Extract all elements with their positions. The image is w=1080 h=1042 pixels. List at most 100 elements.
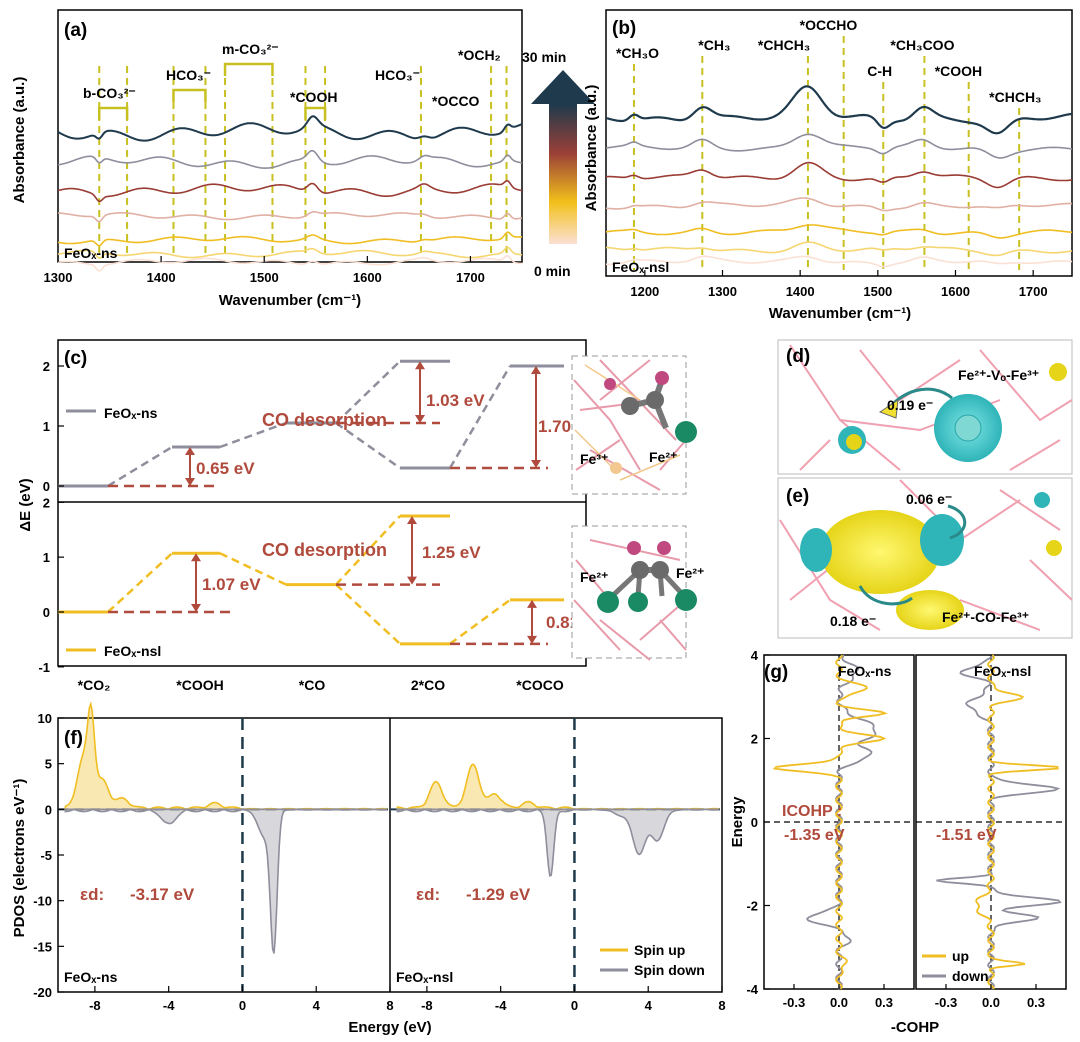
ticklabel-f-y-0: 10: [38, 711, 52, 726]
ticklabel-g-0-2: 0.3: [875, 995, 893, 1010]
panel-g-sample-nsl: FeOₓ-nsl: [974, 663, 1031, 679]
ticklabel-b-4: 1600: [941, 284, 970, 299]
panel-b: (b) *CH₃O *CH₃ *CHCH₃ *OCCHO C-H *CH₃COO *COOH…: [583, 9, 1073, 322]
panel-d-label: (d): [786, 346, 810, 367]
panel-f-ed-ns: -3.17 eV: [130, 885, 195, 904]
ticklabel-c-bot-3: 2: [43, 495, 50, 510]
ticklabel-f-0-4: 8: [386, 998, 393, 1013]
panel-c-ylabel: ΔE (eV): [17, 478, 34, 531]
panel-e-yellow-lobe-main: [820, 510, 940, 594]
ticklabel-c-bot-2: 1: [43, 550, 50, 565]
panel-b-label: (b): [612, 18, 636, 39]
bar-nsl-3-head-bottom: [527, 635, 537, 644]
connector-nsl-0: [107, 552, 173, 613]
panel-f-xlabel: Energy (eV): [348, 1019, 431, 1036]
inset-nsl-atom-c2: [651, 561, 669, 579]
ticklabel-a-0: 1300: [44, 270, 73, 285]
ticklabel-f-y-5: -15: [33, 939, 52, 954]
panel-f-legend: Spin up Spin down: [600, 942, 705, 978]
energy-label-ns-1: 0.65 eV: [196, 459, 255, 478]
inset-ns-lattice: [573, 359, 687, 491]
desorption-label-ns: CO desorption: [262, 410, 387, 430]
ticklabel-g-1-0: -0.3: [935, 995, 957, 1010]
band-a-label-5: *OCCO: [432, 93, 480, 109]
inset-ns-atom-c1: [621, 397, 639, 415]
energy-label-ns-2: 1.03 eV: [426, 391, 485, 410]
ticklabel-c-top-1: 1: [43, 419, 50, 434]
band-a-2-bracket: [223, 62, 274, 76]
panel-d-arrow-head: [878, 398, 899, 419]
panel-d-lattice: [789, 344, 1073, 471]
cohp-down-g-0: [805, 654, 877, 990]
inset-nsl-atom-fe-1: [597, 591, 619, 613]
marker-b-0-label: *CH₃O: [616, 45, 659, 61]
inset-ns-atom-c2: [646, 391, 664, 409]
panel-c-frame: [57, 339, 587, 667]
ticklabel-f-y-6: -20: [33, 985, 52, 1000]
inset-nsl-atom-fe-3: [675, 589, 697, 611]
connector-ns-0: [107, 445, 173, 488]
ticklabel-f-y-3: -5: [40, 848, 52, 863]
ticklabel-b-1: 1300: [708, 284, 737, 299]
panel-g-icohp-nsl: -1.51 eV: [936, 827, 997, 844]
spin-down-f-0: [64, 808, 388, 954]
panel-b-x-ticks: 1200 1300 1400 1500 1600 1700: [630, 270, 1048, 299]
ticklabel-g-y-0: 4: [751, 648, 759, 663]
band-a-3: [304, 66, 327, 258]
panel-g-label: (g): [764, 662, 788, 683]
bar-nsl-3-head-top: [527, 599, 537, 608]
panel-b-frame: [605, 9, 1073, 277]
panel-a-sample-label: FeOₓ-ns: [64, 245, 118, 261]
ticklabel-g-y-4: -4: [746, 982, 758, 997]
time-top-label: 30 min: [522, 49, 566, 65]
panel-a-series: [57, 115, 523, 272]
category-c-3: 2*CO: [411, 677, 445, 693]
desorption-label-nsl: CO desorption: [262, 540, 387, 560]
panel-d-site-label: Fe²⁺-Vₒ-Fe³⁺: [958, 367, 1039, 383]
panel-f-label: (f): [64, 728, 83, 749]
legend-nsl: FeOₓ-nsl: [104, 643, 161, 659]
series-b-6: [606, 255, 1073, 268]
time-arrow-head: [531, 70, 595, 104]
panel-f-sample-ns: FeOₓ-ns: [64, 969, 118, 985]
marker-b-7-label: *CHCH₃: [989, 89, 1041, 105]
time-bottom-label: 0 min: [534, 263, 571, 279]
bar-ns-1-head-top: [185, 447, 195, 455]
inset-nsl-label-fe-right: Fe²⁺: [676, 565, 704, 581]
connector-nsl-desorb: [335, 583, 401, 645]
category-c-2: *CO: [299, 677, 326, 693]
marker-b-4-label: C-H: [867, 63, 892, 79]
band-a-1: [172, 66, 207, 258]
series-a-3: [57, 211, 523, 223]
legend-spin-up: Spin up: [634, 942, 685, 958]
panel-e: (e) 0.06 e⁻ 0.18 e⁻ Fe²⁺-CO-Fe³⁺: [777, 477, 1073, 639]
ticklabel-f-0-3: 4: [313, 998, 321, 1013]
panel-g-xlabel: -COHP: [891, 1019, 939, 1036]
panel-c: (c) 0.65 eV1.03 eV1.70 eV1.07 eV1.25 eV0…: [17, 339, 704, 693]
ticklabel-f-0-0: -8: [89, 998, 101, 1013]
panel-g-ylabel: Energy: [729, 796, 746, 848]
series-a-0: [57, 115, 523, 142]
series-b-5: [605, 241, 1073, 257]
bar-nsl-1-head-top: [191, 553, 201, 562]
legend-up: up: [952, 948, 969, 964]
marker-b-2-label: *CHCH₃: [758, 37, 810, 53]
ticklabel-f-0-1: -4: [163, 998, 175, 1013]
band-a-label-0: b-CO₃²⁻: [83, 85, 136, 101]
cohp-up-g-0: [772, 654, 888, 990]
energy-label-nsl-2: 1.25 eV: [422, 543, 481, 562]
inset-nsl-atom-o2: [657, 541, 671, 555]
series-a-5: [57, 246, 523, 259]
panel-g-sample-ns: FeOₓ-ns: [838, 663, 892, 679]
inset-nsl-atom-c1: [631, 561, 649, 579]
band-a-3-bracket: [304, 106, 327, 120]
series-a-6: [57, 254, 522, 272]
panel-a-ylabel: Absorbance (a.u.): [11, 77, 28, 204]
inset-ns-label-fe3: Fe³⁺: [580, 451, 608, 467]
ticklabel-c-bot-1: 0: [43, 605, 50, 620]
panel-e-cyan-corner: [1034, 492, 1050, 508]
panel-c-plot: 0.65 eV1.03 eV1.70 eV1.07 eV1.25 eV0.81 …: [38, 359, 605, 693]
panel-g-icohp-label: ICOHP :: [782, 803, 842, 820]
band-a-1-bracket: [172, 88, 207, 102]
